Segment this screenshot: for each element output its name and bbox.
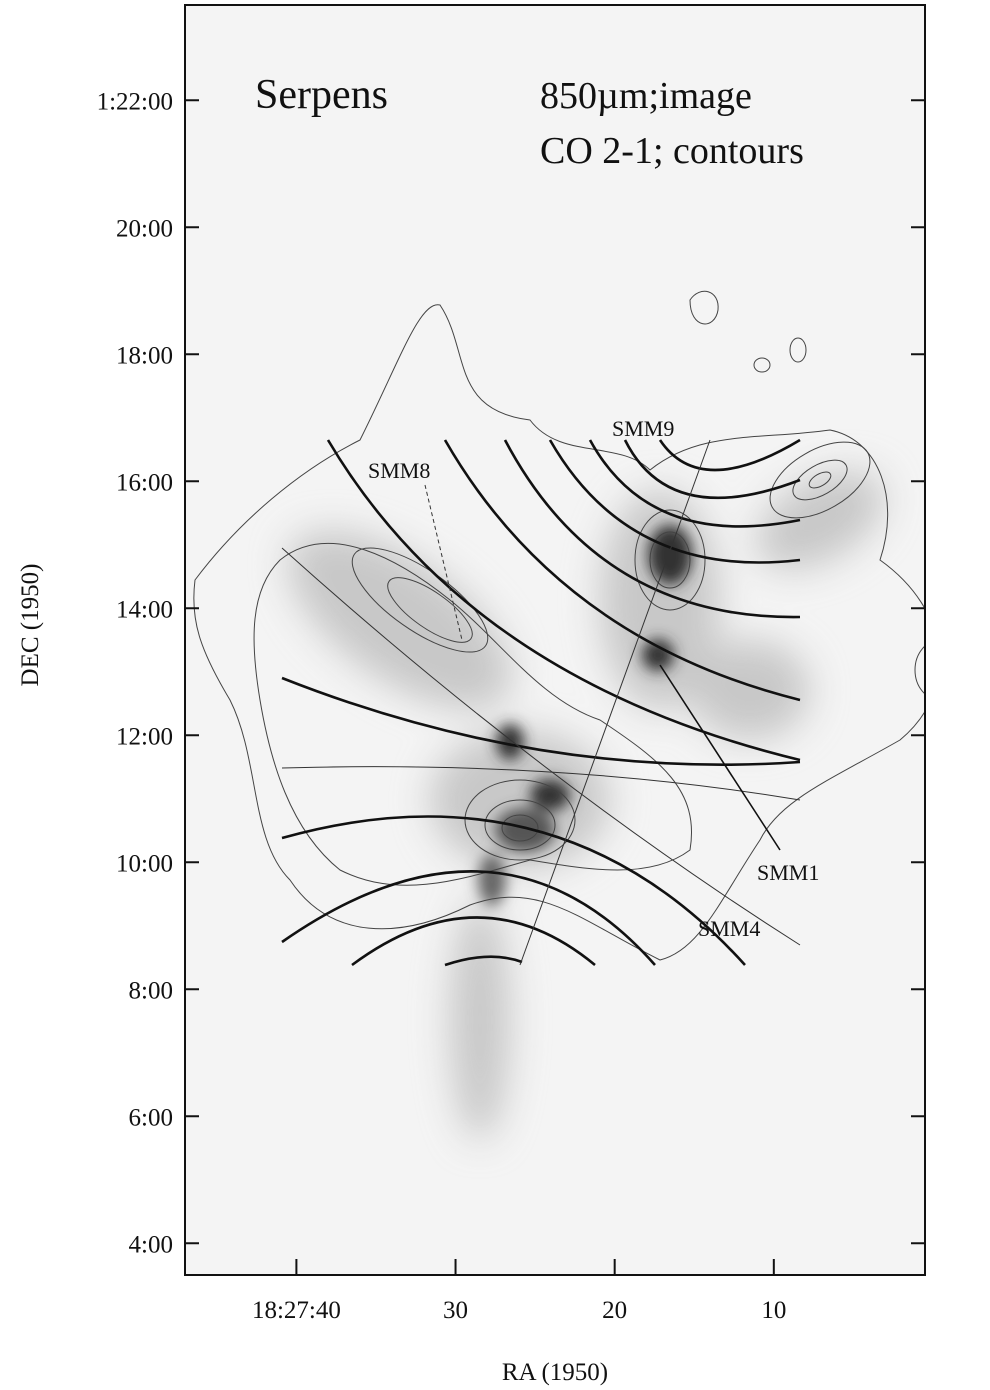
- x-tick-label: 10: [761, 1297, 786, 1324]
- y-tick-label: 4:00: [129, 1231, 173, 1258]
- image: [185, 5, 925, 1275]
- y-tick-label: 14:00: [116, 596, 173, 623]
- y-tick-label: 8:00: [129, 977, 173, 1004]
- x-tick-label: 20: [602, 1297, 627, 1324]
- x-axis-label: RA (1950): [502, 1359, 608, 1386]
- subtitle: 850µm;image: [540, 75, 752, 117]
- y-tick-label: 12:00: [116, 723, 173, 750]
- annotation: SMM1: [757, 860, 819, 885]
- annotation: SMM9: [612, 416, 674, 441]
- annotation: SMM4: [698, 916, 760, 941]
- y-tick-label: 6:00: [129, 1104, 173, 1131]
- y-tick-label: 20:00: [116, 215, 173, 242]
- plot-frame: [184, 4, 926, 1276]
- y-tick-label: 10:00: [116, 850, 173, 877]
- x-tick-label: 18:27:40: [252, 1297, 341, 1324]
- subtitle: CO 2-1; contours: [540, 130, 804, 172]
- chart-title: Serpens: [255, 72, 388, 118]
- annotation: SMM8: [368, 458, 430, 483]
- y-tick-label: 1:22:00: [97, 88, 173, 115]
- y-axis-label: DEC (1950): [17, 564, 44, 687]
- y-tick-label: 18:00: [116, 342, 173, 369]
- y-tick-label: 16:00: [116, 469, 173, 496]
- x-tick-label: 30: [443, 1297, 468, 1324]
